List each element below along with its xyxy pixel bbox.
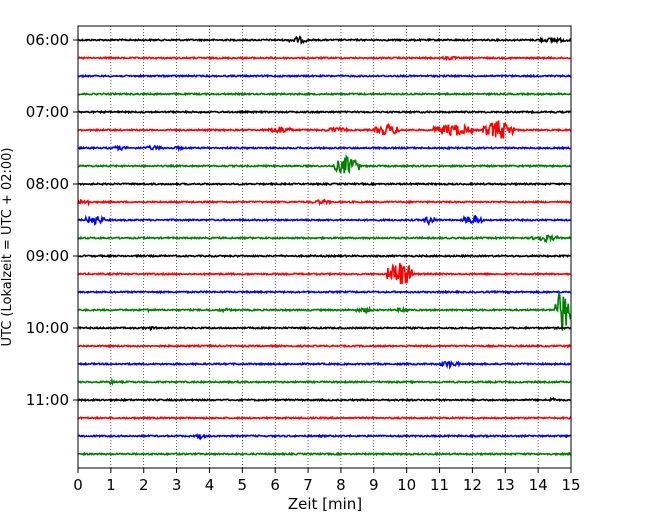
- trace-1145: [77, 451, 572, 457]
- x-tick-label: 13: [496, 476, 515, 494]
- x-ticks: 0 1 2 3 4 5 6 7 8 9 10 11 12 13 14 15: [73, 468, 581, 494]
- trace-0915: [77, 262, 572, 284]
- x-tick-label: 11: [430, 476, 449, 494]
- x-tick-label: 2: [139, 476, 149, 494]
- y-ticks: 06:00 07:00 08:00 09:00 10:00 11:00: [26, 31, 78, 409]
- x-tick-label: 0: [73, 476, 83, 494]
- traces: [77, 35, 572, 457]
- y-tick-label: 09:00: [26, 247, 69, 265]
- y-tick-label: 06:00: [26, 31, 69, 49]
- trace-0730: [77, 144, 572, 153]
- y-tick-label: 07:00: [26, 103, 69, 121]
- x-tick-label: 10: [397, 476, 416, 494]
- x-tick-label: 4: [205, 476, 215, 494]
- trace-1115: [77, 415, 572, 421]
- trace-1045: [77, 377, 572, 386]
- x-tick-label: 9: [369, 476, 379, 494]
- trace-0615: [77, 55, 572, 62]
- trace-0600: [77, 35, 572, 46]
- trace-0645: [77, 91, 572, 97]
- plot-frame: [77, 25, 572, 469]
- y-axis-label: UTC (Lokalzeit = UTC + 02:00): [0, 148, 15, 347]
- trace-1030: [77, 359, 572, 370]
- trace-0930: [77, 289, 572, 295]
- trace-0800: [77, 181, 572, 187]
- x-tick-label: 8: [336, 476, 346, 494]
- trace-0945: [78, 291, 572, 331]
- trace-0630: [77, 73, 572, 79]
- x-tick-label: 15: [561, 476, 580, 494]
- x-tick-label: 14: [529, 476, 548, 494]
- y-tick-label: 10:00: [26, 319, 69, 337]
- x-tick-label: 6: [270, 476, 280, 494]
- trace-0830: [77, 214, 572, 227]
- y-tick-label: 11:00: [26, 391, 69, 409]
- y-tick-label: 08:00: [26, 175, 69, 193]
- trace-0815: [77, 198, 572, 207]
- trace-1000: [77, 325, 572, 331]
- trace-0700: [77, 109, 572, 115]
- x-tick-label: 12: [463, 476, 482, 494]
- trace-1100: [77, 396, 572, 403]
- trace-1130: [77, 433, 572, 441]
- trace-0845: [77, 233, 572, 244]
- trace-0715: [77, 120, 572, 139]
- trace-1015: [77, 343, 572, 349]
- x-axis-label: Zeit [min]: [288, 495, 362, 513]
- x-tick-label: 3: [172, 476, 182, 494]
- trace-0745: [77, 154, 572, 175]
- x-tick-label: 1: [106, 476, 116, 494]
- trace-0900: [77, 253, 572, 259]
- x-tick-label: 5: [238, 476, 248, 494]
- x-tick-label: 7: [303, 476, 313, 494]
